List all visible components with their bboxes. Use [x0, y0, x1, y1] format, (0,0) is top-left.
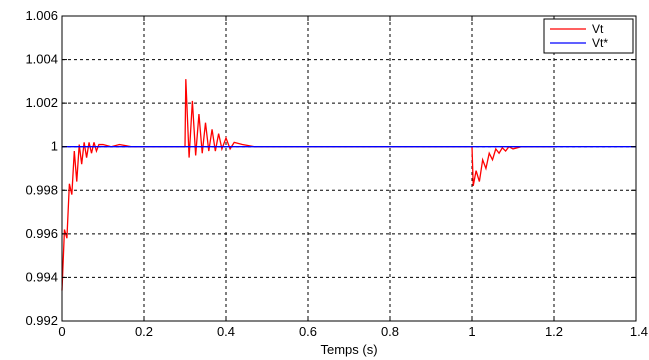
legend-box — [543, 18, 634, 54]
series-group — [61, 79, 636, 291]
x-axis-label: Temps (s) — [320, 342, 377, 357]
y-tick-label: 0.998 — [25, 182, 58, 197]
y-tick-label: 1.004 — [25, 52, 58, 67]
y-tick-label: 0.992 — [25, 313, 58, 328]
plot-frame — [61, 15, 637, 322]
y-tick-label: 0.994 — [25, 269, 58, 284]
legend-label: Vt* — [592, 36, 608, 50]
series-Vt-line — [61, 142, 185, 291]
series-Vt-line — [471, 145, 554, 187]
x-tick-label: 0.2 — [135, 324, 153, 339]
legend-label: Vt — [592, 22, 604, 36]
tick-group: 0 0.2 0.4 0.6 0.8 1 1.2 1.4 0.992 0.994 0.996 0.998… — [25, 8, 648, 339]
x-tick-label: 1 — [468, 324, 475, 339]
y-tick-label: 1 — [51, 139, 58, 154]
x-tick-label: 1.4 — [630, 324, 648, 339]
x-tick-label: 0.6 — [299, 324, 317, 339]
y-tick-label: 1.006 — [25, 8, 58, 23]
y-tick-label: 0.996 — [25, 226, 58, 241]
x-tick-label: 0.8 — [381, 324, 399, 339]
grid — [62, 16, 636, 321]
x-tick-label: 0.4 — [217, 324, 235, 339]
y-tick-label: 1.002 — [25, 95, 58, 110]
x-tick-label: 1.2 — [545, 324, 563, 339]
x-tick-label: 0 — [58, 324, 65, 339]
